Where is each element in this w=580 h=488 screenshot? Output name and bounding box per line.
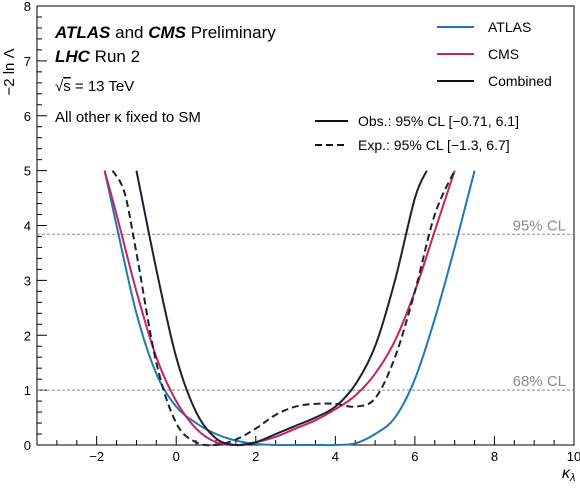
legend-label: ATLAS [488,19,531,35]
cl-label: 95% CL [513,217,566,234]
series-line-combined-obs- [135,170,428,447]
x-axis-ticks: −2 0 2 4 6 8 10 [56,436,580,464]
series-line-combined-exp- [111,170,456,447]
y-axis-ticks: 0 1 2 3 4 5 6 7 8 [24,0,47,453]
x-tick-label: −2 [89,449,104,464]
annotation-experiment: ATLAS and CMS Preliminary [54,23,276,42]
legend-label: CMS [488,46,519,62]
y-tick-label: 2 [24,328,31,343]
series-curves [103,170,476,447]
y-tick-label: 1 [24,383,31,398]
legend2-label: Obs.: 95% CL [−0.71, 6.1] [358,113,519,129]
y-tick-label: 7 [24,54,31,69]
legend-cl: Obs.: 95% CL [−0.71, 6.1] Exp.: 95% CL [−… [315,113,519,153]
x-tick-label: 10 [567,449,580,464]
y-tick-label: 3 [24,273,31,288]
series-line-cms [103,170,456,447]
x-tick-label: 6 [411,449,418,464]
y-tick-label: 5 [24,164,31,179]
y-axis-title: −2 ln Λ [1,48,18,95]
annotation-energy: √s = 13 TeV [55,78,134,95]
legend2-label: Exp.: 95% CL [−1.3, 6.7] [358,137,510,153]
annotation-run: LHC Run 2 [55,47,140,66]
cl-label: 68% CL [513,373,566,390]
x-tick-label: 2 [252,449,259,464]
x-tick-label: 0 [173,449,180,464]
y-tick-label: 6 [24,109,31,124]
x-axis-title: κλ [562,465,575,484]
legend: ATLAS CMS Combined [437,19,552,89]
x-tick-label: 4 [332,449,339,464]
y-tick-label: 0 [24,438,31,453]
x-tick-label: 8 [491,449,498,464]
legend-label: Combined [488,73,552,89]
y-tick-label: 4 [24,219,31,234]
series-line-atlas [103,170,476,447]
cl-lines: 95% CL 68% CL [37,217,574,391]
annotation-assumption: All other κ fixed to SM [55,109,201,126]
y-tick-label: 8 [24,0,31,14]
